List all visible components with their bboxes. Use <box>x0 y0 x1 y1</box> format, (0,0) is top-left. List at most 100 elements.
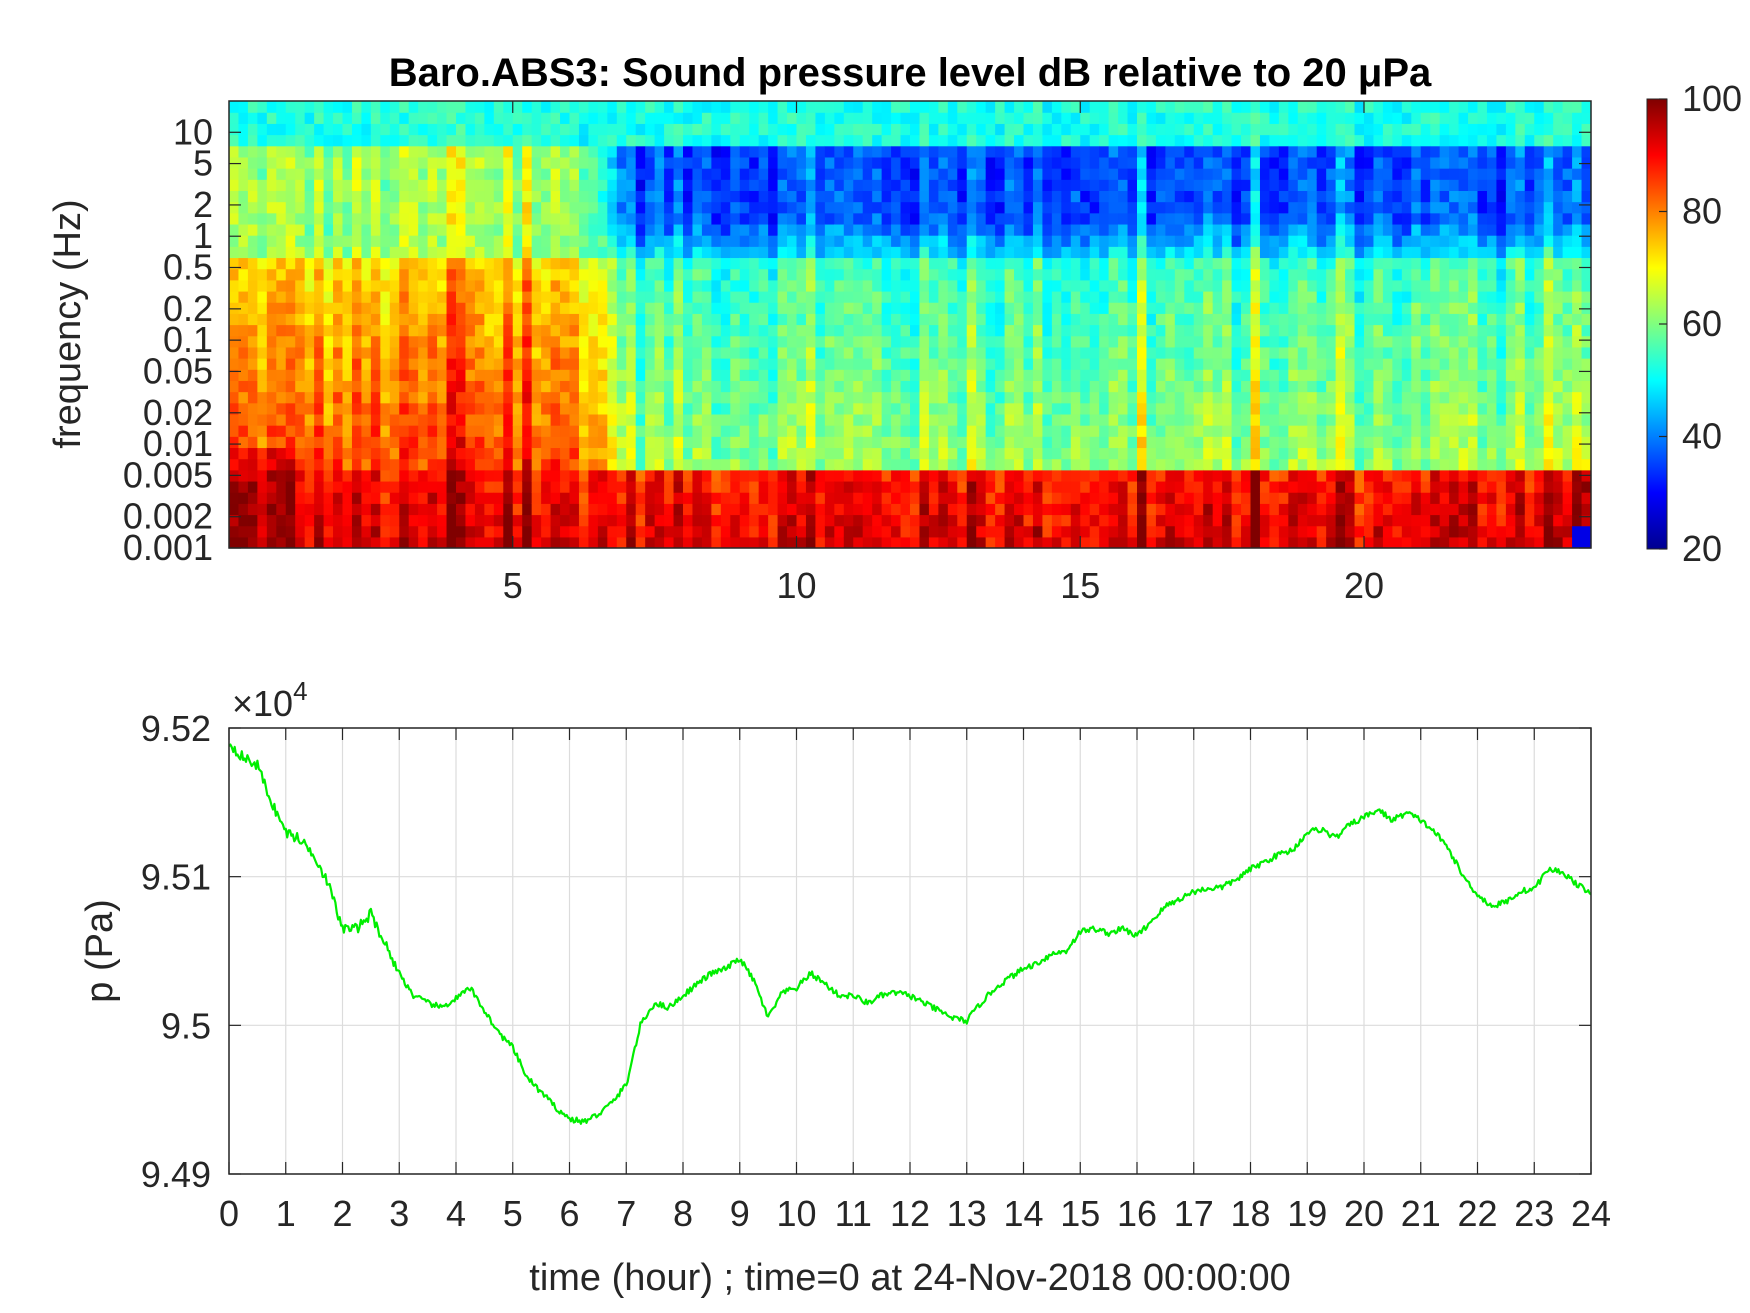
heat-cell <box>512 235 523 247</box>
heat-cell <box>342 525 353 538</box>
heat-cell <box>1042 313 1053 326</box>
heat-cell <box>578 190 590 203</box>
heat-cell <box>1203 257 1214 270</box>
heat-cell <box>578 425 590 437</box>
heat-cell <box>1137 480 1148 493</box>
heat-cell <box>446 168 457 180</box>
heat-cell <box>768 391 779 404</box>
heat-cell <box>285 223 296 236</box>
heat-cell <box>1137 458 1148 471</box>
heat-cell <box>351 413 363 426</box>
heat-cell <box>711 190 722 203</box>
heat-cell <box>730 391 741 404</box>
heat-cell <box>512 156 523 169</box>
heat-cell <box>361 380 372 393</box>
heat-cell <box>881 134 892 147</box>
heat-cell <box>1023 168 1034 180</box>
heat-cell <box>976 369 987 381</box>
heat-cell <box>238 458 249 471</box>
heat-cell <box>843 112 854 124</box>
heat-cell <box>701 536 712 548</box>
heat-cell <box>683 190 694 203</box>
heat-cell <box>645 279 656 292</box>
heat-cell <box>1051 391 1062 404</box>
heat-cell <box>1241 223 1252 236</box>
heat-cell <box>1231 268 1242 281</box>
heat-cell <box>370 413 381 426</box>
heat-cell <box>995 402 1006 415</box>
heat-cell <box>578 302 590 314</box>
heat-cell <box>597 469 608 482</box>
heat-cell <box>768 447 779 460</box>
heat-cell <box>711 369 722 381</box>
heat-cell <box>910 112 921 124</box>
heat-cell <box>531 413 542 426</box>
heat-cell <box>1184 469 1195 482</box>
heat-cell <box>673 179 684 191</box>
heat-cell <box>512 101 523 113</box>
heat-cell <box>768 123 779 136</box>
heat-cell <box>720 436 731 449</box>
heat-cell <box>900 402 911 415</box>
heat-cell <box>626 279 637 292</box>
heat-cell <box>1089 402 1100 415</box>
heat-cell <box>824 469 835 482</box>
heat-cell <box>351 380 363 393</box>
heat-cell <box>711 156 722 169</box>
heat-cell <box>1401 358 1412 370</box>
heat-cell <box>1288 492 1299 504</box>
heat-cell <box>692 525 703 538</box>
heat-cell <box>456 402 467 415</box>
heat-cell <box>1032 268 1044 281</box>
heat-cell <box>1278 525 1289 538</box>
heat-cell <box>1014 436 1025 449</box>
heat-cell <box>380 179 391 191</box>
heat-cell <box>1250 425 1261 437</box>
heat-cell <box>872 112 883 124</box>
heat-cell <box>947 358 958 370</box>
heat-cell <box>1118 313 1129 326</box>
heat-cell <box>465 168 476 180</box>
heat-cell <box>569 279 580 292</box>
heat-cell <box>834 212 845 225</box>
heat-cell <box>805 413 817 426</box>
heat-cell <box>749 525 760 538</box>
heat-cell <box>720 246 731 259</box>
heat-cell <box>446 134 457 147</box>
heat-cell <box>891 123 902 136</box>
heat-cell <box>437 302 448 314</box>
heat-cell <box>285 480 296 493</box>
heat-cell <box>569 346 580 359</box>
heat-cell <box>1099 235 1110 247</box>
heat-cell <box>919 425 930 437</box>
heat-cell <box>834 536 845 548</box>
heat-cell <box>843 313 854 326</box>
heat-cell <box>484 201 495 214</box>
heat-cell <box>1146 156 1157 169</box>
heat-cell <box>484 145 495 158</box>
heat-cell <box>446 391 457 404</box>
heat-cell <box>295 123 306 136</box>
heat-cell <box>692 492 703 504</box>
heat-cell <box>541 346 552 359</box>
heat-cell <box>919 413 930 426</box>
heat-cell <box>1269 246 1280 259</box>
heat-cell <box>380 145 391 158</box>
heat-cell <box>815 492 826 504</box>
heat-cell <box>1070 179 1081 191</box>
heat-cell <box>1032 413 1044 426</box>
heat-cell <box>815 346 826 359</box>
heat-cell <box>1137 346 1148 359</box>
heat-cell <box>919 346 930 359</box>
heat-cell <box>1212 168 1223 180</box>
heat-cell <box>1373 525 1384 538</box>
heat-cell <box>805 156 817 169</box>
spectrogram-title: Baro.ABS3: Sound pressure level dB relat… <box>389 51 1432 95</box>
heat-cell <box>664 469 675 482</box>
heat-cell <box>1297 402 1308 415</box>
heat-cell <box>370 235 381 247</box>
heat-cell <box>484 257 495 270</box>
heat-cell <box>1212 469 1223 482</box>
heat-cell <box>711 290 722 303</box>
heat-cell <box>437 369 448 381</box>
